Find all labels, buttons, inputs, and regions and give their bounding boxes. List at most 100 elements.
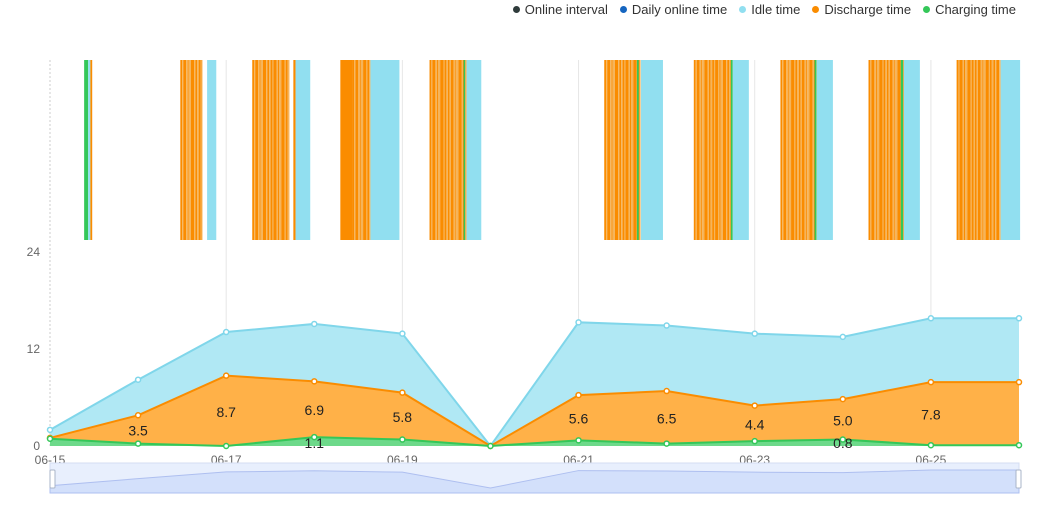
legend-dot-icon <box>739 6 747 13</box>
online-interval-bar <box>260 60 263 240</box>
data-label: 4.4 <box>745 416 765 432</box>
online-interval-bar <box>804 60 807 240</box>
online-interval-bar <box>806 60 808 240</box>
online-interval-bar <box>604 60 607 240</box>
area-idle-time <box>50 318 1019 446</box>
legend-online-interval[interactable]: Online interval <box>512 2 608 17</box>
area-charging-time <box>50 437 1019 446</box>
online-interval-bar <box>88 60 91 240</box>
data-label: 1.1 <box>305 435 325 451</box>
online-interval-bar <box>962 60 964 240</box>
datazoom-handle-left[interactable] <box>49 469 56 489</box>
online-interval-bar <box>269 60 271 240</box>
legend-idle-time[interactable]: Idle time <box>739 2 800 17</box>
online-interval-bar <box>800 60 802 240</box>
online-interval-bar <box>435 60 437 240</box>
legend-charging-time[interactable]: Charging time <box>923 2 1016 17</box>
data-point <box>751 402 758 409</box>
y-tick-label: 0 <box>33 439 40 453</box>
data-label: 5.6 <box>569 411 589 427</box>
data-point <box>46 435 54 442</box>
online-interval-bar <box>429 60 432 240</box>
online-interval-bar <box>187 60 189 240</box>
online-interval-bar <box>293 60 296 240</box>
legend: Online interval Daily online time Idle t… <box>512 2 1016 17</box>
online-interval-bar <box>259 60 261 240</box>
online-interval-bar <box>614 60 619 240</box>
online-interval-bar <box>639 60 641 240</box>
data-point <box>399 330 406 337</box>
online-interval-bar <box>458 60 462 240</box>
legend-dot-icon <box>812 6 820 13</box>
online-interval-bar <box>718 60 720 240</box>
online-interval-bar <box>973 60 975 240</box>
online-interval-bar <box>730 60 733 240</box>
online-interval-bar <box>722 60 727 240</box>
online-interval-bar <box>266 60 268 240</box>
online-interval-bar <box>607 60 611 240</box>
legend-daily-online-time[interactable]: Daily online time <box>619 2 727 17</box>
data-point <box>311 320 318 328</box>
online-interval-bar <box>446 60 448 240</box>
online-interval-bar <box>628 60 630 240</box>
data-point <box>751 330 758 337</box>
data-label: 5.0 <box>833 412 853 428</box>
online-interval-bar <box>707 60 709 240</box>
online-interval-bar <box>624 60 626 240</box>
online-interval-bar <box>606 60 608 240</box>
online-interval-bar <box>180 60 183 240</box>
online-interval-bar <box>436 60 438 240</box>
online-interval-bar <box>816 60 833 240</box>
online-interval-bar <box>366 60 368 240</box>
online-interval-bar <box>447 60 450 240</box>
online-interval-bar <box>996 60 1000 240</box>
online-interval-bar <box>988 60 991 240</box>
datazoom-handle-right[interactable] <box>1015 469 1022 489</box>
online-interval-bar <box>876 60 880 240</box>
online-interval-bar <box>198 60 201 240</box>
online-interval-bar <box>618 60 620 240</box>
online-interval-bar <box>787 60 789 240</box>
online-interval-bar <box>794 60 796 240</box>
data-point <box>839 333 847 341</box>
online-interval-bar <box>693 60 696 240</box>
legend-dot-icon <box>512 6 520 13</box>
online-interval-bar <box>982 60 984 240</box>
online-interval-bar <box>791 60 795 240</box>
online-interval-bar <box>287 60 289 240</box>
data-point <box>663 322 670 329</box>
online-interval-bar <box>631 60 634 240</box>
data-label: 3.5 <box>128 422 148 438</box>
online-interval-bar <box>985 60 989 240</box>
online-interval-bar <box>983 60 986 240</box>
online-interval-bar <box>610 60 612 240</box>
online-interval-bar <box>352 60 355 240</box>
online-interval-bar <box>807 60 810 240</box>
online-interval-bar <box>729 60 731 240</box>
online-interval-bar <box>719 60 721 240</box>
online-interval-bar <box>207 60 217 240</box>
online-interval-bar <box>464 60 467 240</box>
online-interval-bar <box>965 60 968 240</box>
online-interval-bar <box>974 60 977 240</box>
online-interval-bar <box>276 60 278 240</box>
data-point <box>927 315 935 322</box>
data-point <box>222 442 230 450</box>
online-interval-bar <box>440 60 444 240</box>
data-point <box>311 378 318 385</box>
online-interval-bar <box>437 60 441 240</box>
online-interval-bar <box>195 60 198 240</box>
online-interval-bar <box>788 60 792 240</box>
online-interval-bar <box>889 60 893 240</box>
legend-discharge-time[interactable]: Discharge time <box>812 2 911 17</box>
y-tick-label: 24 <box>27 245 41 259</box>
online-interval-bar <box>354 60 356 240</box>
online-interval-bar <box>285 60 288 240</box>
y-tick-label: 12 <box>27 342 41 356</box>
series-line <box>49 436 1019 448</box>
online-interval-bar <box>963 60 966 240</box>
online-interval-bar <box>999 60 1001 240</box>
online-interval-bar <box>897 60 901 240</box>
online-interval-bar <box>892 60 895 240</box>
